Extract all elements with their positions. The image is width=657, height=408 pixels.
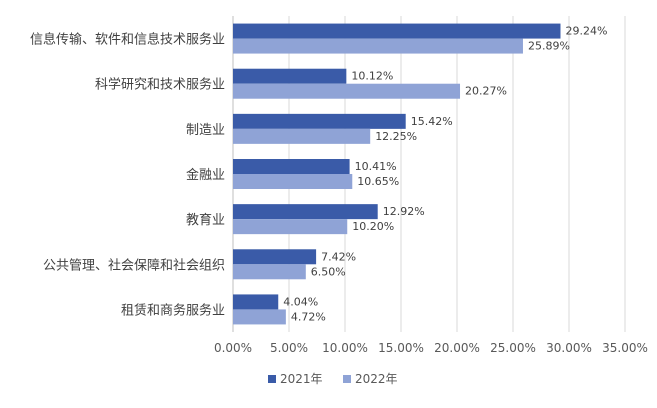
category-label: 金融业	[186, 167, 225, 183]
bar-series2	[233, 38, 523, 54]
bar-series2	[233, 128, 371, 144]
bar-series2	[233, 174, 353, 189]
bars	[233, 23, 561, 325]
data-label: 25.89%	[528, 40, 570, 53]
data-label: 20.27%	[465, 85, 507, 98]
bar-series2	[233, 219, 348, 235]
data-label: 4.04%	[283, 295, 318, 308]
category-label: 信息传输、软件和信息技术服务业	[30, 32, 225, 48]
data-label: 10.65%	[357, 175, 399, 188]
data-label: 12.25%	[375, 130, 417, 143]
bar-series1	[233, 204, 378, 220]
legend: 2021年 2022年	[268, 372, 398, 386]
category-label: 教育业	[186, 212, 225, 228]
data-label: 4.72%	[291, 310, 326, 323]
bar-series2	[233, 83, 461, 99]
bar-series1	[233, 159, 350, 174]
bar-series1	[233, 294, 279, 310]
category-label: 制造业	[186, 123, 225, 138]
x-axis-ticks: 0.00% 5.00% 10.00% 15.00% 20.00% 25.00% 30.00%…	[214, 341, 648, 355]
bar-series1	[233, 249, 317, 265]
bar-series1	[233, 68, 347, 84]
legend-label: 2022年	[355, 372, 398, 386]
legend-swatch	[343, 375, 351, 383]
x-tick-label: 15.00%	[378, 341, 424, 355]
x-tick-label: 10.00%	[322, 341, 368, 355]
category-labels: 信息传输、软件和信息技术服务业科学研究和技术服务业制造业金融业教育业公共管理、社…	[30, 32, 225, 319]
data-label: 10.41%	[355, 160, 397, 173]
bar-series2	[233, 309, 286, 325]
data-label: 29.24%	[565, 25, 607, 38]
x-tick-label: 5.00%	[270, 341, 308, 355]
data-label: 7.42%	[321, 250, 356, 263]
x-tick-label: 25.00%	[490, 341, 536, 355]
data-label: 10.12%	[351, 70, 393, 83]
x-tick-label: 35.00%	[602, 341, 648, 355]
x-tick-label: 0.00%	[214, 341, 252, 355]
x-tick-label: 20.00%	[434, 341, 480, 355]
data-labels: 29.24% 25.89% 10.12% 20.27% 15.42% 12.25% 10.4…	[283, 25, 607, 324]
legend-swatch	[268, 375, 276, 383]
data-label: 15.42%	[411, 115, 453, 128]
data-label: 10.20%	[352, 220, 394, 233]
category-label: 科学研究和技术服务业	[95, 77, 225, 93]
x-tick-label: 30.00%	[546, 341, 592, 355]
data-label: 12.92%	[383, 205, 425, 218]
bar-series2	[233, 264, 306, 280]
legend-label: 2021年	[280, 372, 323, 386]
bar-series1	[233, 113, 406, 129]
bar-series1	[233, 23, 561, 39]
data-label: 6.50%	[311, 265, 346, 278]
category-label: 公共管理、社会保障和社会组织	[43, 257, 225, 273]
category-label: 租赁和商务服务业	[121, 302, 225, 318]
